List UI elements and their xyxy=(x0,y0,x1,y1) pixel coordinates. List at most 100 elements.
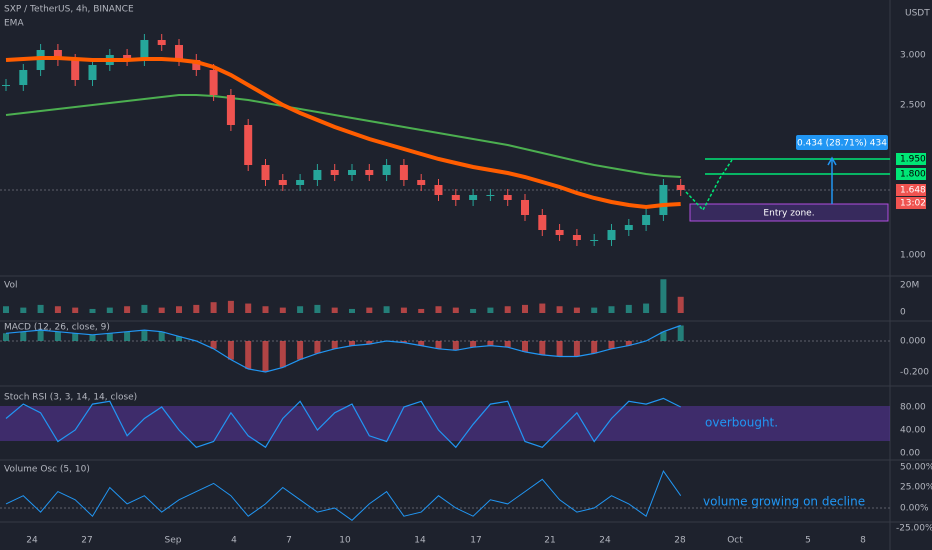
candle xyxy=(572,235,581,240)
price-tick: 3.000 xyxy=(900,51,926,61)
candle xyxy=(624,225,633,230)
candle xyxy=(676,185,685,190)
volume-bar xyxy=(539,303,546,313)
candle xyxy=(2,85,10,86)
macd-bar xyxy=(124,331,131,341)
indicator-label: EMA xyxy=(4,19,24,29)
pane-title: MACD (12, 26, close, 9) xyxy=(4,323,110,333)
macd-bar xyxy=(556,341,563,357)
macd-bar xyxy=(141,330,148,341)
macd-bar xyxy=(37,330,44,341)
macd-bar xyxy=(227,341,234,360)
macd-bar xyxy=(625,341,632,346)
date-label: Sep xyxy=(165,536,182,546)
macd-bar xyxy=(452,341,459,351)
macd-bar xyxy=(366,341,373,345)
macd-bar xyxy=(245,341,252,369)
volume-bar xyxy=(124,306,131,313)
candle xyxy=(590,240,599,241)
axis-tick: 25.00% xyxy=(900,483,932,493)
macd-bar xyxy=(176,336,182,341)
volume-bar xyxy=(158,307,165,313)
candle xyxy=(521,200,529,215)
macd-bar xyxy=(470,341,477,348)
entry-zone-label: Entry zone. xyxy=(763,209,814,219)
macd-bar xyxy=(349,341,355,346)
candle xyxy=(209,70,218,95)
macd-bar xyxy=(591,341,598,354)
date-label: 7 xyxy=(286,536,292,546)
axis-tick: 40.00 xyxy=(900,426,926,436)
volume-bar xyxy=(522,304,528,313)
macd-bar xyxy=(539,341,546,355)
volume-bar xyxy=(383,306,390,313)
axis-tick: 0.00% xyxy=(900,504,929,514)
candle xyxy=(330,170,339,175)
volume-bar xyxy=(470,308,477,313)
volume-bar xyxy=(193,304,200,313)
ema-slow xyxy=(5,94,681,178)
macd-bar xyxy=(487,341,494,346)
date-label: 27 xyxy=(81,536,92,546)
price-tag xyxy=(896,168,926,180)
macd-bar xyxy=(262,341,269,372)
macd-bar xyxy=(418,341,425,346)
candle xyxy=(175,45,183,60)
volume-bar xyxy=(245,303,252,313)
candle xyxy=(399,165,408,180)
candle xyxy=(607,230,616,240)
macd-bar xyxy=(677,325,684,341)
macd-bar xyxy=(210,341,217,349)
candle xyxy=(140,40,149,60)
annotation: overbought. xyxy=(705,416,778,430)
volume-bar xyxy=(400,307,407,313)
volume-bar xyxy=(677,296,684,313)
candle xyxy=(382,165,391,175)
candle xyxy=(278,180,287,185)
volume-bar xyxy=(3,306,9,313)
annotation: volume growing on decline xyxy=(703,495,865,509)
volume-bar xyxy=(435,306,442,313)
macd-bar xyxy=(3,333,9,341)
candle xyxy=(157,40,166,45)
volume-bar xyxy=(504,306,511,313)
price-tag-label: 1.800 xyxy=(900,170,926,180)
date-label: 28 xyxy=(674,536,686,546)
axis-tick: 80.00 xyxy=(900,403,926,413)
macd-bar xyxy=(89,334,96,341)
volume-bar xyxy=(349,308,355,313)
volume-bar xyxy=(608,306,615,313)
volume-bar xyxy=(556,306,563,313)
candle xyxy=(261,165,270,180)
macd-bar xyxy=(522,341,528,352)
candle xyxy=(244,125,253,165)
axis-tick: 0.00 xyxy=(900,449,920,459)
date-label: 14 xyxy=(414,536,426,546)
volume-bar xyxy=(72,307,79,313)
date-label: 17 xyxy=(470,536,481,546)
date-label: Oct xyxy=(727,536,743,546)
candle xyxy=(19,70,28,85)
volume-bar xyxy=(227,300,234,313)
candle xyxy=(365,170,374,175)
macd-bar xyxy=(72,333,79,341)
candle xyxy=(503,195,512,200)
macd-bar xyxy=(297,341,304,360)
date-label: 10 xyxy=(339,536,351,546)
volume-bar xyxy=(37,304,44,313)
entry-zone xyxy=(689,203,889,222)
macd-bar xyxy=(660,331,667,341)
macd-bar xyxy=(504,341,511,348)
candle xyxy=(451,195,460,200)
macd-bar xyxy=(400,341,407,343)
candle xyxy=(192,60,201,70)
volume-bar xyxy=(262,306,269,313)
macd-bar xyxy=(279,341,286,368)
price-tag xyxy=(896,197,926,209)
arrow-head xyxy=(827,156,837,166)
measure-box xyxy=(796,135,888,150)
osc-line xyxy=(5,470,682,521)
candle xyxy=(538,215,547,230)
volume-bar xyxy=(89,308,96,313)
